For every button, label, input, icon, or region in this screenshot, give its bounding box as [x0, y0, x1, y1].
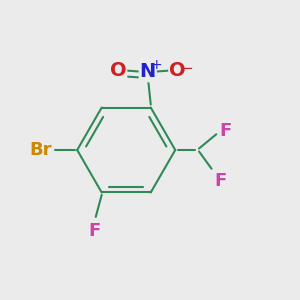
Text: O: O	[169, 61, 186, 80]
Text: O: O	[110, 61, 126, 80]
Text: F: F	[214, 172, 226, 190]
Text: N: N	[140, 62, 156, 81]
Text: −: −	[181, 61, 194, 76]
Text: Br: Br	[29, 141, 52, 159]
Text: +: +	[150, 58, 162, 72]
Text: F: F	[88, 222, 100, 240]
Text: F: F	[220, 122, 232, 140]
